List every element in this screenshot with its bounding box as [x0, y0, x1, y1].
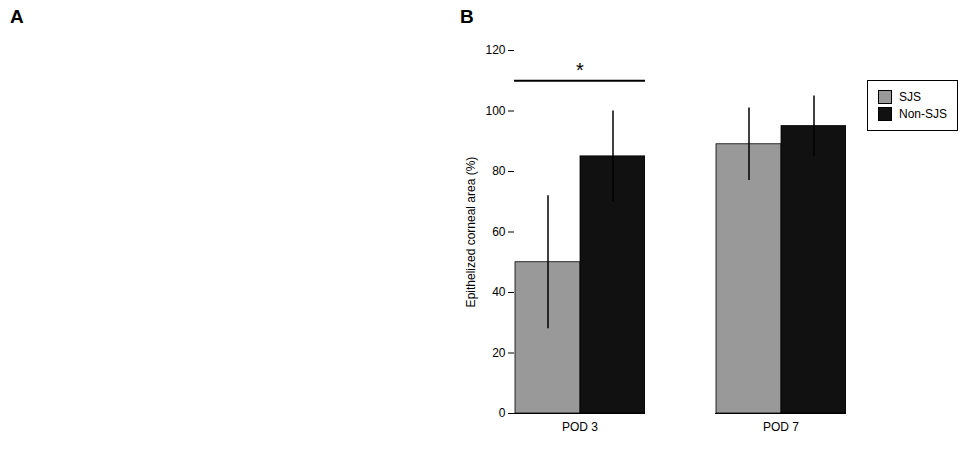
svg-text:100: 100	[485, 104, 505, 118]
html-text:SJS: SJS	[899, 90, 921, 104]
svg-text:Epithelized corneal area (%): Epithelized corneal area (%)	[464, 157, 478, 308]
html-text:A: A	[10, 6, 24, 27]
svg-text:*: *	[576, 59, 584, 81]
svg-text:POD 7: POD 7	[763, 420, 799, 434]
html-text:Non-SJS: Non-SJS	[899, 107, 947, 121]
svg-text:0: 0	[499, 406, 506, 420]
html-text:B: B	[460, 6, 474, 27]
svg-text:20: 20	[492, 346, 506, 360]
svg-text:60: 60	[492, 225, 506, 239]
svg-text:POD 3: POD 3	[562, 420, 598, 434]
svg-text:80: 80	[492, 164, 506, 178]
svg-text:40: 40	[492, 285, 506, 299]
svg-text:120: 120	[485, 43, 505, 57]
